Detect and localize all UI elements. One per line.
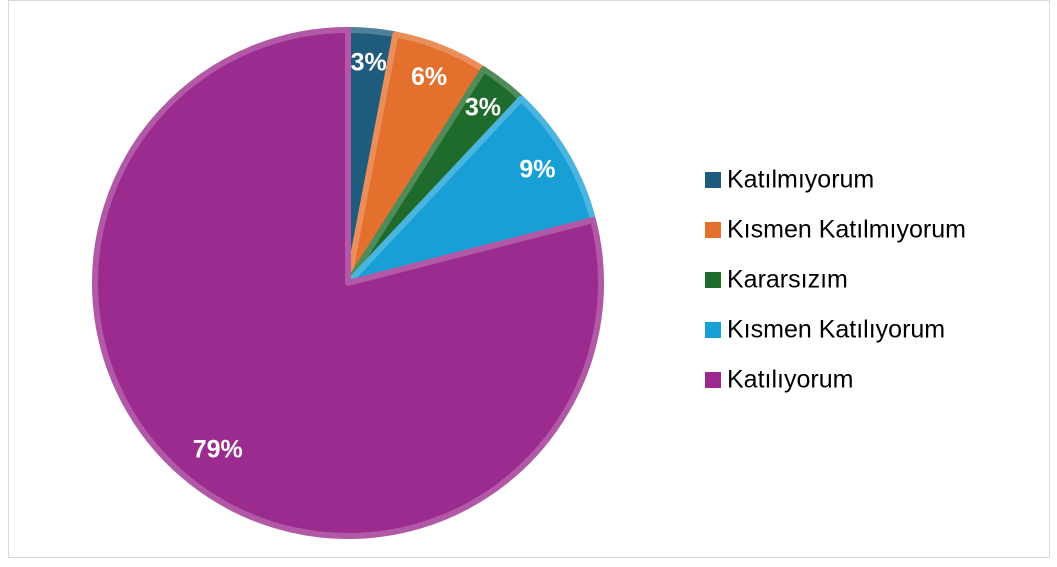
data-label: 3% — [465, 94, 501, 122]
legend-swatch — [705, 272, 721, 288]
legend-label: Kararsızım — [727, 266, 848, 294]
legend-label: Katılmıyorum — [727, 166, 874, 194]
legend-swatch — [705, 322, 721, 338]
legend-label: Kısmen Katılıyorum — [727, 316, 945, 344]
legend-swatch — [705, 372, 721, 388]
pie-slice — [345, 95, 597, 286]
pie-slice — [92, 27, 604, 539]
pie-slice-edge — [345, 95, 597, 286]
data-label: 6% — [411, 63, 447, 91]
pie-slice-edge — [92, 27, 604, 539]
legend-swatch — [705, 172, 721, 188]
legend-swatch — [705, 222, 721, 238]
legend-label: Kısmen Katılmıyorum — [727, 216, 966, 244]
data-label: 3% — [351, 48, 387, 76]
data-label: 79% — [193, 436, 243, 464]
data-label: 9% — [519, 156, 555, 184]
legend-label: Katılıyorum — [727, 366, 853, 394]
